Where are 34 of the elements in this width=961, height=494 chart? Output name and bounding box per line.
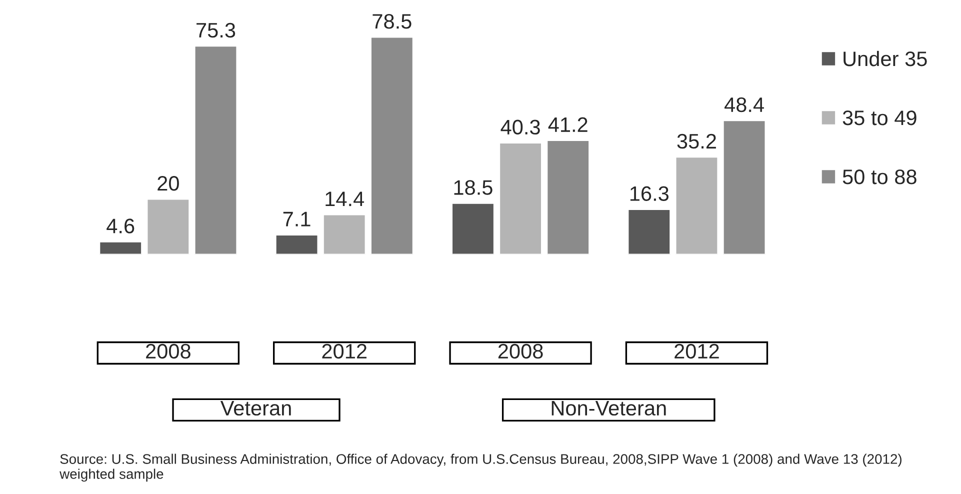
x-tick-label: 2008 (498, 344, 543, 359)
data-label: 14.4 (326, 192, 364, 206)
x-tick-label: 2012 (674, 344, 719, 359)
text: Non-Veteran (552, 401, 666, 416)
x-tick-label: 2012 (322, 344, 366, 359)
data-label: 35.2 (677, 134, 716, 149)
data-label: 78.5 (372, 14, 412, 29)
data-label: 4.6 (106, 218, 134, 234)
data-label: 40.3 (500, 120, 540, 135)
bar (674, 156, 719, 254)
bar (722, 120, 766, 254)
text: Veteran (220, 401, 291, 416)
data-label: 48.4 (724, 97, 764, 112)
legend-label: Under 35 (844, 50, 927, 66)
bar (451, 202, 495, 254)
bar (546, 140, 590, 254)
x-tick-label: 2008 (146, 344, 190, 359)
data-label: 41.2 (548, 117, 588, 132)
data-label: 20 (158, 176, 179, 191)
bar (498, 142, 542, 254)
bar (146, 198, 190, 254)
legend-label: 50 to 88 (842, 169, 916, 184)
bar (98, 240, 142, 254)
bar (194, 45, 238, 254)
bar (274, 234, 319, 254)
bar (322, 214, 366, 254)
bar (370, 37, 414, 254)
data-label: 7.1 (283, 212, 310, 226)
data-label: 16.3 (630, 186, 669, 201)
data-label: 75.3 (196, 22, 236, 38)
data-label: 18.5 (454, 180, 492, 195)
legend-label: 35 to 49 (842, 110, 916, 126)
source-note: Source: U.S. Small Business Administration, Office of Adovacy, from U.S.Census Bureau, 2008,SIPP Wave 1 (2008) and Wave 13 (2012) weighted sample (60, 454, 902, 482)
bar (627, 208, 671, 254)
